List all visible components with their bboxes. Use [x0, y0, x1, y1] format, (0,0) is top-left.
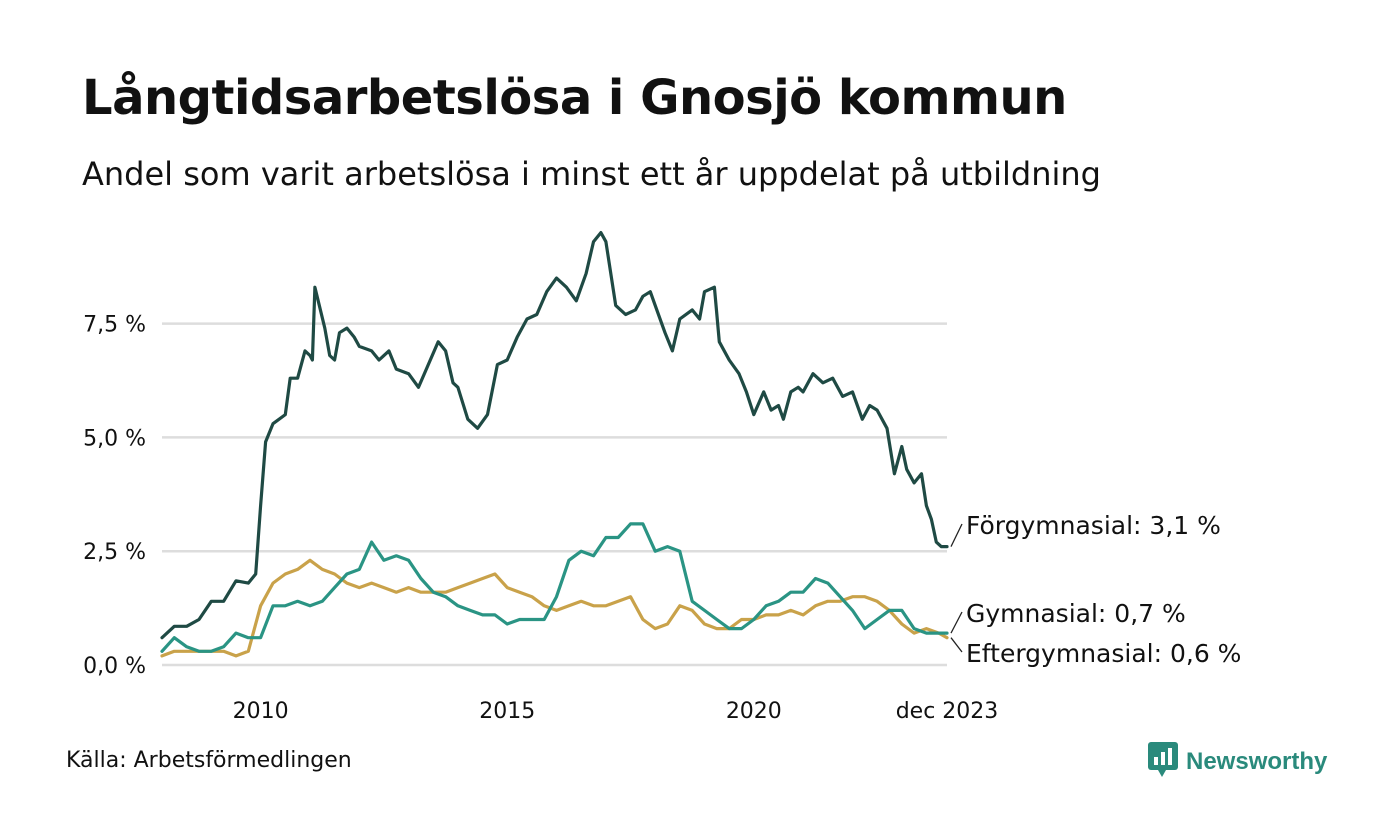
y-tick-label: 0,0 %: [83, 654, 146, 679]
x-tick-label: dec 2023: [896, 699, 999, 724]
brand-logo[interactable]: Newsworthy: [1148, 742, 1327, 782]
series-line-förgymnasial: [160, 231, 949, 640]
brand-name: Newsworthy: [1186, 748, 1328, 775]
y-tick-label: 5,0 %: [83, 426, 146, 451]
series-line-eftergymnasial: [160, 558, 949, 658]
x-tick-label: 2015: [479, 699, 535, 724]
series-line-gymnasial: [160, 522, 949, 653]
end-label-eftergymnasial: Eftergymnasial: 0,6 %: [966, 639, 1241, 668]
y-tick-label: 7,5 %: [83, 313, 146, 338]
line-chart: 0,0 % 2,5 % 5,0 % 7,5 % 2010 2015 2020 dec 2023…: [83, 231, 1241, 724]
end-label-leader: [950, 611, 963, 634]
end-label-leader: [950, 523, 963, 547]
source-note: Källa: Arbetsförmedlingen: [66, 748, 352, 773]
newsworthy-logo-icon: [1148, 742, 1178, 782]
x-tick-label: 2010: [233, 699, 289, 724]
y-tick-label: 2,5 %: [83, 540, 146, 565]
x-tick-label: 2020: [726, 699, 782, 724]
end-label-gymnasial: Gymnasial: 0,7 %: [966, 599, 1186, 628]
chart-title: Långtidsarbetslösa i Gnosjö kommun: [82, 70, 1067, 126]
end-label-leader: [950, 637, 963, 653]
end-label-förgymnasial: Förgymnasial: 3,1 %: [966, 511, 1221, 540]
chart-subtitle: Andel som varit arbetslösa i minst ett å…: [82, 155, 1101, 193]
